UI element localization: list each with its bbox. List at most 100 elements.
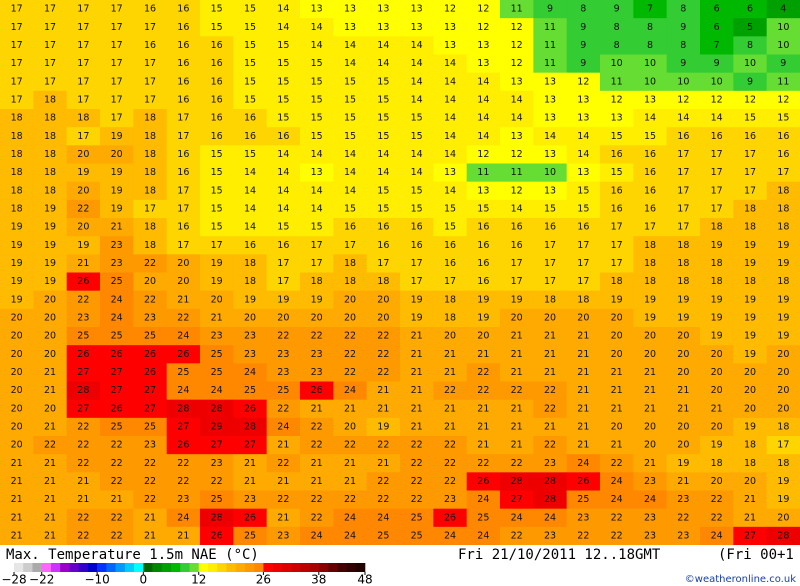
temperature-cell [266, 236, 301, 255]
temperature-cell [533, 345, 568, 364]
temperature-cell [333, 472, 368, 491]
temperature-value: 20 [11, 385, 23, 396]
temperature-cell [600, 363, 634, 382]
credit[interactable]: ©weatheronline.co.uk [685, 574, 796, 585]
temperature-cell [566, 199, 601, 219]
temperature-cell [400, 54, 434, 74]
temperature-cell [600, 218, 634, 237]
temperature-cell [333, 381, 368, 401]
temperature-value: 16 [377, 222, 389, 233]
temperature-value: 27 [244, 440, 256, 451]
temperature-cell [366, 145, 401, 164]
temperature-cell [133, 308, 168, 328]
temperature-value: 15 [244, 40, 256, 51]
temperature-cell [700, 363, 734, 382]
temperature-cell [133, 199, 168, 219]
temperature-cell [366, 54, 401, 74]
temperature-cell [566, 0, 601, 19]
temperature-value: 21 [511, 331, 523, 342]
temperature-value: 22 [344, 367, 356, 378]
temperature-value: 14 [377, 40, 389, 51]
temperature-value: 14 [277, 4, 289, 15]
temperature-cell [600, 381, 634, 401]
temperature-value: 24 [177, 512, 189, 523]
temperature-cell [33, 363, 68, 382]
temperature-cell [66, 272, 101, 292]
temperature-value: 16 [477, 276, 489, 287]
temperature-cell [200, 308, 234, 328]
temperature-cell [433, 308, 468, 328]
temperature-cell [733, 90, 768, 110]
temperature-value: 13 [344, 22, 356, 33]
temperature-value: 21 [577, 403, 589, 414]
temperature-cell [300, 417, 334, 437]
temperature-value: 18 [44, 113, 56, 124]
valid-time: Fri 21/10/2011 12..18GMT [458, 547, 661, 563]
temperature-value: 17 [144, 94, 156, 105]
temperature-value: 15 [211, 222, 223, 233]
temperature-cell [266, 72, 301, 92]
temperature-cell [166, 381, 201, 401]
temperature-value: 16 [277, 131, 289, 142]
temperature-value: 26 [111, 403, 123, 414]
temperature-value: 15 [244, 149, 256, 160]
temperature-value: 20 [611, 421, 623, 432]
temperature-cell [33, 36, 68, 55]
temperature-value: 17 [277, 258, 289, 269]
temperature-cell [533, 472, 568, 491]
temperature-cell [166, 145, 201, 164]
temperature-value: 13 [544, 76, 556, 87]
temperature-value: 22 [44, 440, 56, 451]
temperature-value: 19 [211, 258, 223, 269]
temperature-cell [533, 145, 568, 164]
temperature-value: 20 [177, 258, 189, 269]
temperature-value: 27 [511, 494, 523, 505]
temperature-cell [33, 472, 68, 491]
temperature-cell [633, 18, 668, 37]
temperature-value: 20 [11, 331, 23, 342]
temperature-value: 22 [377, 367, 389, 378]
temperature-cell [433, 18, 468, 37]
temperature-cell [200, 399, 234, 419]
temperature-cell [166, 454, 201, 473]
temperature-cell [633, 417, 668, 437]
temperature-cell [400, 127, 434, 146]
temperature-value: 23 [677, 530, 689, 541]
temperature-value: 22 [144, 294, 156, 305]
temperature-value: 14 [377, 58, 389, 69]
colorbar-swatch [78, 563, 89, 572]
temperature-cell [300, 490, 334, 510]
temperature-cell [566, 436, 601, 455]
temperature-value: 20 [711, 385, 723, 396]
colorbar-swatch [60, 563, 70, 572]
temperature-value: 21 [11, 530, 23, 541]
temperature-cell [366, 490, 401, 510]
temperature-value: 13 [411, 4, 423, 15]
temperature-value: 19 [711, 312, 723, 323]
temperature-value: 15 [344, 94, 356, 105]
temperature-cell [466, 18, 501, 37]
colorbar-tick-label: 26 [256, 573, 271, 586]
temperature-value: 20 [544, 312, 556, 323]
temperature-cell [600, 454, 634, 473]
temperature-value: 14 [311, 40, 323, 51]
temperature-value: 13 [411, 22, 423, 33]
temperature-value: 22 [311, 440, 323, 451]
temperature-cell [0, 127, 34, 146]
temperature-value: 23 [644, 530, 656, 541]
temperature-value: 15 [344, 131, 356, 142]
temperature-cell [266, 109, 301, 128]
temperature-cell [33, 145, 68, 164]
temperature-value: 13 [511, 76, 523, 87]
temperature-cell [600, 327, 634, 346]
temperature-cell [766, 454, 800, 473]
temperature-cell [33, 127, 68, 146]
temperature-value: 17 [677, 185, 689, 196]
temperature-cell [466, 290, 501, 310]
temperature-value: 17 [177, 185, 189, 196]
temperature-value: 26 [144, 349, 156, 360]
temperature-value: 19 [411, 312, 423, 323]
temperature-value: 16 [211, 40, 223, 51]
temperature-value: 11 [544, 40, 556, 51]
temperature-cell [400, 490, 434, 510]
